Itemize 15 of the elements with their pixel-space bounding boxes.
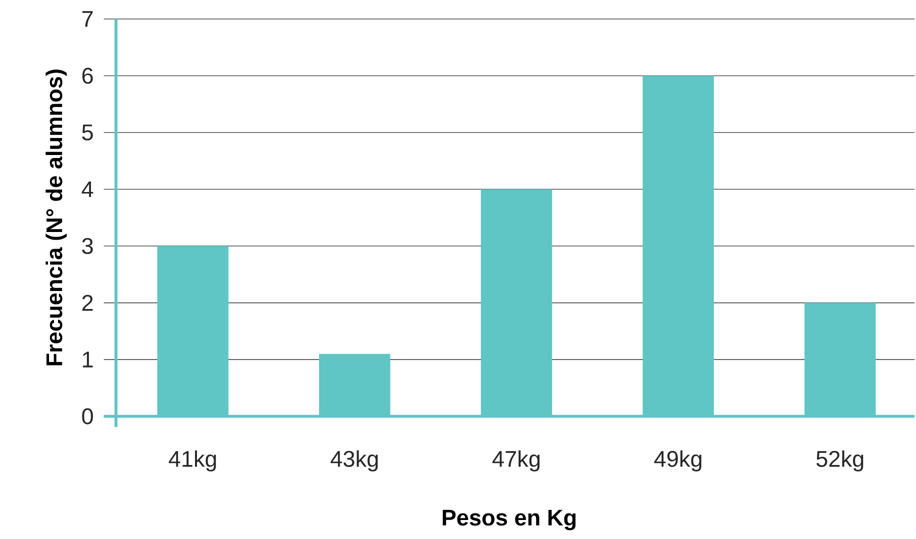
x-axis-title: Pesos en Kg (442, 510, 576, 530)
y-tick-label: 6 (82, 68, 93, 84)
y-tick-label: 0 (82, 408, 93, 424)
y-axis-title: Frecuencia (N° de alumnos) (46, 70, 67, 366)
y-tick-label: 4 (82, 181, 94, 197)
x-tick-label: 49kg (654, 450, 702, 472)
x-tick-label: 41kg (168, 450, 216, 472)
y-tick-label: 7 (82, 11, 93, 27)
y-tick-label: 1 (82, 352, 93, 368)
x-tick-label: 52kg (816, 450, 864, 472)
x-tick-label: 47kg (492, 450, 540, 472)
x-tick-label: 43kg (330, 450, 378, 472)
y-tick-label: 3 (82, 238, 93, 254)
y-tick-label: 5 (82, 124, 93, 140)
y-tick-label: 2 (82, 294, 93, 311)
